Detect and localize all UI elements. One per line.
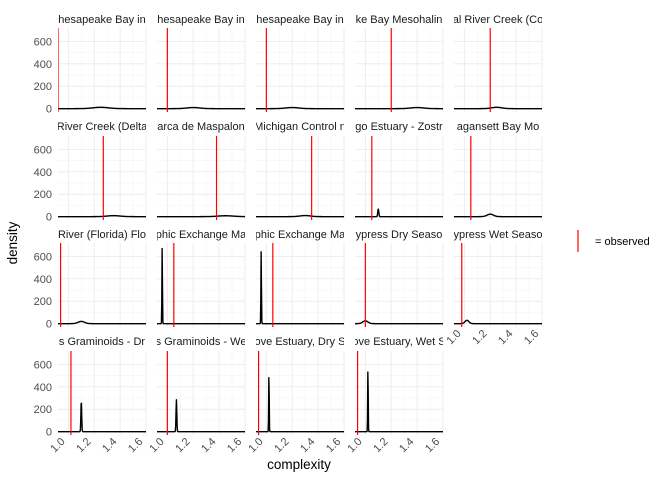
y-tick-label: 600 <box>34 36 52 48</box>
facet-strip-label: s Graminoids - We <box>156 336 247 348</box>
x-tick-label: 1.0 <box>345 436 364 455</box>
facet-panel: al River Creek (Co <box>453 14 543 112</box>
y-tick-label: 600 <box>34 144 52 156</box>
y-tick-label: 200 <box>34 189 52 201</box>
density-curve <box>157 215 245 218</box>
x-tick-label: 1.2 <box>173 436 192 455</box>
facet-panel: go Estuary - Zostr <box>355 121 444 220</box>
facet-strip-label: ypress Wet Seaso <box>453 229 542 241</box>
density-curve <box>355 208 443 218</box>
legend-observed-label: = observed <box>595 236 650 248</box>
facet-panel: s Graminoids - Dr 0 200 400 600 1.0 1.2 1.4 1.6 <box>34 336 147 455</box>
x-tick-label: 1.4 <box>199 436 218 455</box>
y-tick-label: 0 <box>46 427 52 439</box>
y-tick-label: 200 <box>34 81 52 93</box>
density-curve <box>58 214 146 218</box>
facet-panel: hesapeake Bay in <box>256 14 345 112</box>
x-tick-label: 1.6 <box>423 436 442 455</box>
facet-panel: River (Florida) Flo 0 200 400 600 <box>34 229 147 331</box>
facet-strip-label: al River Creek (Co <box>453 14 543 26</box>
density-curve <box>454 213 542 218</box>
density-curve <box>58 106 146 110</box>
y-axis-title: density <box>5 221 20 264</box>
facet-strip-label: ypress Dry Seaso <box>356 229 443 241</box>
y-tick-label: 400 <box>34 382 52 394</box>
x-tick-label: 1.4 <box>397 436 416 455</box>
facet-strip-label: ke Bay Mesohalin <box>356 14 443 26</box>
facet-panel: ove Estuary, Wet S 1.0 1.2 1.4 1.6 <box>345 336 445 455</box>
density-curve <box>58 320 146 325</box>
x-tick-label: 1.0 <box>246 436 265 455</box>
facet-strip-label: agansett Bay Mo <box>457 121 540 133</box>
x-tick-label: 1.6 <box>225 436 244 455</box>
x-tick-label: 1.6 <box>324 436 343 455</box>
density-curve <box>454 106 542 110</box>
x-axis-title: complexity <box>267 457 331 472</box>
density-curve <box>355 106 443 110</box>
facet-panel: phic Exchange Ma <box>156 229 247 327</box>
x-tick-label: 1.4 <box>100 436 119 455</box>
facet-strip-label: River Creek (Delta <box>57 121 148 133</box>
x-tick-label: 1.2 <box>371 436 390 455</box>
y-tick-label: 400 <box>34 167 52 179</box>
facet-panel: phic Exchange Ma <box>255 229 346 327</box>
y-tick-label: 400 <box>34 59 52 71</box>
y-tick-label: 0 <box>46 212 52 224</box>
facet-panel: ke Bay Mesohalin <box>355 14 444 112</box>
facet-strip-label: River (Florida) Flo <box>58 229 146 241</box>
x-tick-label: 1.0 <box>444 328 463 347</box>
density-curve <box>157 106 245 110</box>
x-tick-label: 1.0 <box>48 436 67 455</box>
density-curve <box>157 399 245 433</box>
facet-strip-label: hesapeake Bay in <box>58 14 145 26</box>
x-tick-label: 1.2 <box>272 436 291 455</box>
facet-strip-label: phic Exchange Ma <box>255 229 346 241</box>
facet-strip-label: arca de Maspalon <box>157 121 244 133</box>
x-tick-label: 1.2 <box>470 328 489 347</box>
y-tick-label: 600 <box>34 251 52 263</box>
facet-panel: River Creek (Delta 0 200 400 600 <box>34 121 148 224</box>
density-curve <box>58 402 146 433</box>
y-tick-label: 400 <box>34 274 52 286</box>
y-tick-label: 0 <box>46 319 52 331</box>
facet-panel: ypress Dry Seaso <box>355 229 444 327</box>
x-tick-label: 1.4 <box>298 436 317 455</box>
facet-panel: ypress Wet Seaso 1.0 1.2 1.4 1.6 <box>444 229 543 347</box>
facet-panel: arca de Maspalon <box>157 121 246 220</box>
x-tick-label: 1.6 <box>126 436 145 455</box>
facet-panel: agansett Bay Mo <box>454 121 543 220</box>
facet-strip-label: ove Estuary, Dry S <box>255 336 346 348</box>
x-tick-label: 1.0 <box>147 436 166 455</box>
density-curve <box>256 106 344 110</box>
y-tick-label: 200 <box>34 296 52 308</box>
density-curve <box>355 371 443 433</box>
y-tick-label: 0 <box>46 104 52 116</box>
density-curve <box>454 319 542 325</box>
x-tick-label: 1.6 <box>522 328 541 347</box>
facet-strip-label: Michigan Control n <box>254 121 346 133</box>
facet-strip-label: s Graminoids - Dr <box>59 336 146 348</box>
facet-strip-label: hesapeake Bay in <box>256 14 343 26</box>
density-curve <box>256 214 344 218</box>
y-tick-label: 200 <box>34 404 52 416</box>
density-curve <box>157 247 245 325</box>
density-curve <box>256 251 344 325</box>
facet-panel: hesapeake Bay in 0 200 400 600 <box>34 14 147 116</box>
legend: = observed <box>577 230 650 252</box>
facet-strip-label: hesapeake Bay in <box>157 14 244 26</box>
facet-strip-label: ove Estuary, Wet S <box>352 336 445 348</box>
facet-panel: ove Estuary, Dry S 1.0 1.2 1.4 1.6 <box>246 336 345 455</box>
y-tick-label: 600 <box>34 359 52 371</box>
x-tick-label: 1.4 <box>496 328 515 347</box>
facet-panel: s Graminoids - We 1.0 1.2 1.4 1.6 <box>147 336 246 455</box>
x-tick-label: 1.2 <box>74 436 93 455</box>
density-curve <box>355 320 443 325</box>
density-curve <box>256 377 344 433</box>
facet-panel: hesapeake Bay in <box>157 14 246 112</box>
facet-strip-label: go Estuary - Zostr <box>355 121 443 133</box>
facet-strip-label: phic Exchange Ma <box>156 229 247 241</box>
facet-panel: Michigan Control n <box>254 121 346 220</box>
